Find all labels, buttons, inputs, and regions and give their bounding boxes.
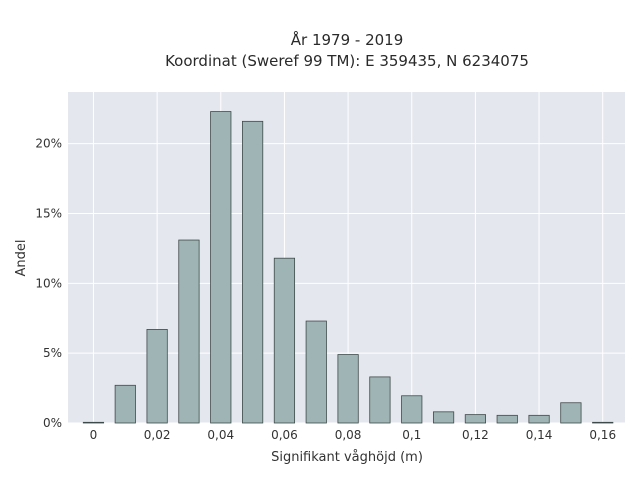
y-tick-label: 15% — [35, 207, 62, 221]
histogram-bar — [178, 239, 200, 424]
chart-title: År 1979 - 2019 — [291, 30, 404, 49]
x-tick-label: 0 — [90, 428, 98, 442]
x-axis-label: Signifikant våghöjd (m) — [271, 450, 423, 465]
y-tick-label: 5% — [43, 346, 62, 360]
histogram-bar — [210, 111, 232, 424]
bars — [82, 111, 614, 424]
histogram-bar — [305, 320, 327, 424]
x-tick-label: 0,02 — [144, 428, 171, 442]
histogram-bar — [401, 395, 423, 424]
x-tick-label: 0,14 — [526, 428, 553, 442]
histogram-bar — [528, 414, 550, 424]
histogram-bar — [114, 384, 136, 424]
y-axis-label: Andel — [14, 240, 29, 277]
histogram-bar — [464, 414, 486, 424]
x-tick-label: 0,06 — [271, 428, 298, 442]
histogram-bar — [592, 421, 614, 424]
histogram-bar — [337, 354, 359, 424]
chart-subtitle: Koordinat (Sweref 99 TM): E 359435, N 62… — [165, 52, 529, 70]
histogram-bar — [369, 376, 391, 424]
x-tick-labels: 0 0,02 0,04 0,06 0,08 0,1 0,12 0,14 0,16 — [90, 428, 616, 442]
x-tick-label: 0,16 — [589, 428, 616, 442]
histogram-bar — [242, 120, 264, 424]
histogram-bar — [82, 421, 105, 424]
histogram-bar — [146, 329, 168, 424]
histogram-bar — [496, 414, 518, 424]
y-tick-label: 0% — [43, 416, 62, 430]
y-tick-labels: 0% 5% 10% 15% 20% — [35, 137, 62, 430]
x-tick-label: 0,08 — [335, 428, 362, 442]
y-tick-label: 10% — [35, 276, 62, 290]
x-tick-label: 0,1 — [402, 428, 421, 442]
histogram-bar — [432, 411, 455, 424]
histogram-bar — [560, 402, 582, 424]
histogram-bar — [273, 257, 296, 424]
x-tick-label: 0,12 — [462, 428, 489, 442]
x-tick-label: 0,04 — [207, 428, 234, 442]
y-tick-label: 20% — [35, 137, 62, 151]
